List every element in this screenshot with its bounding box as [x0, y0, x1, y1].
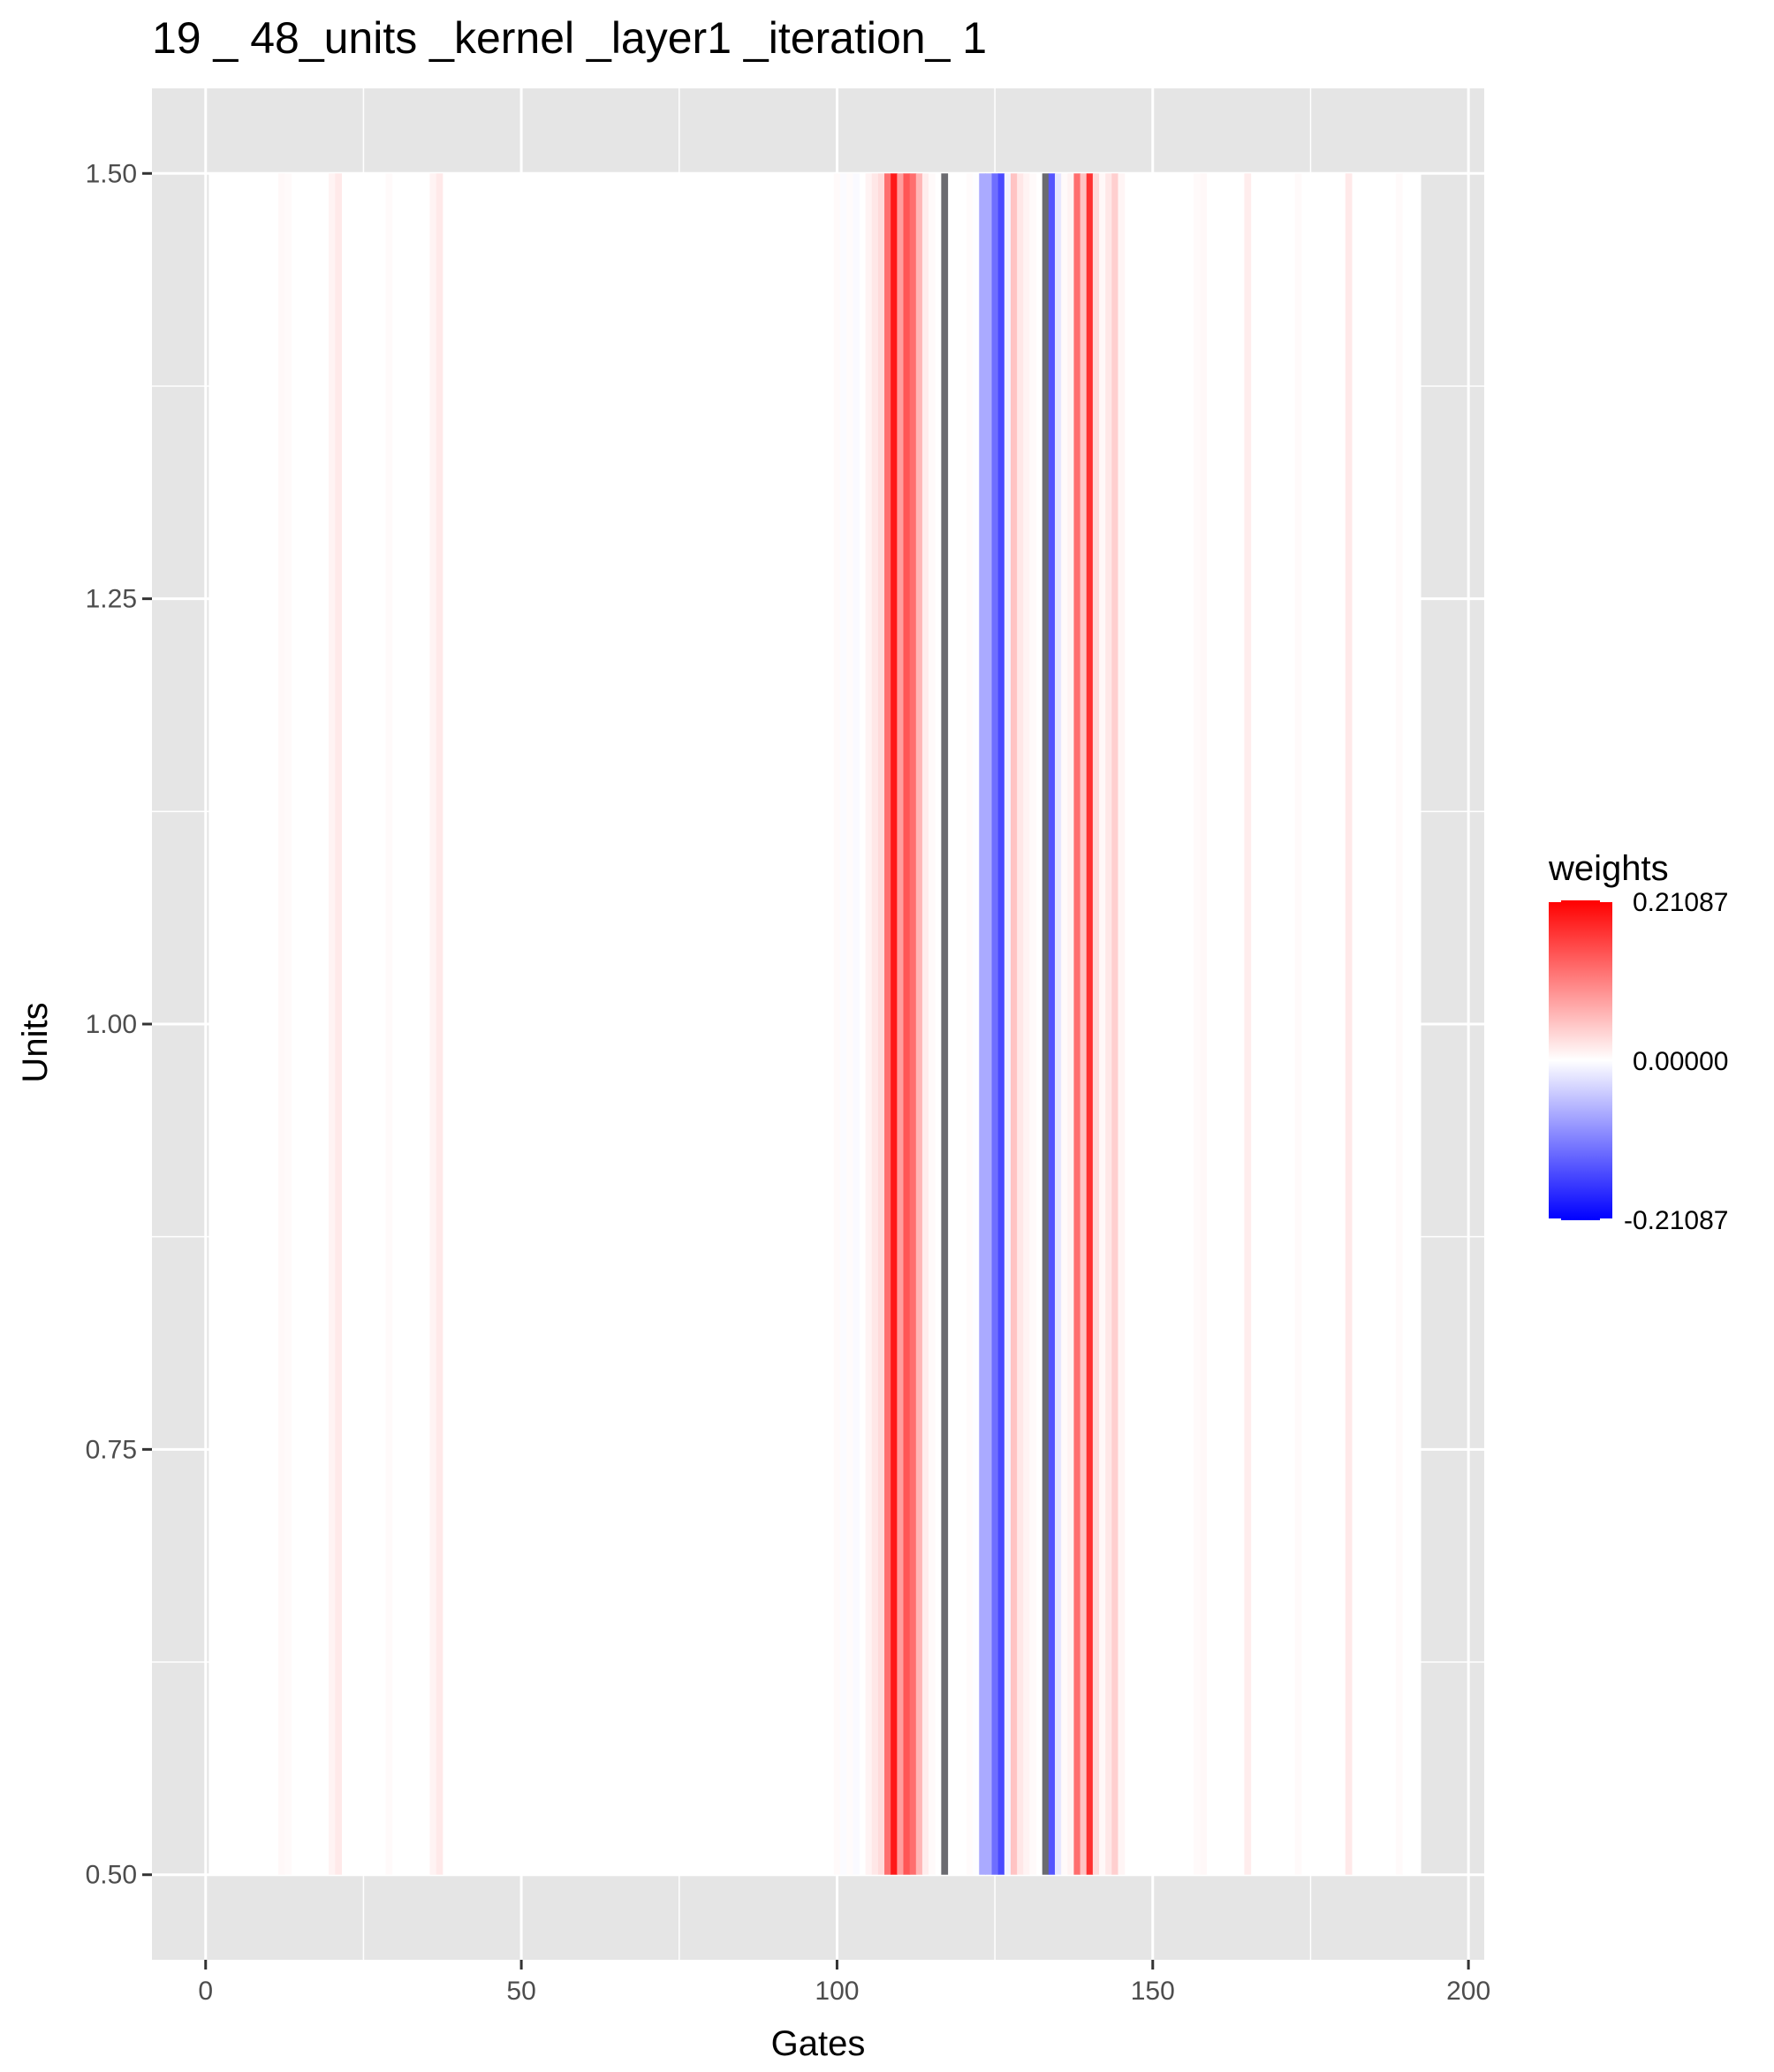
- heatmap-tile: [1042, 173, 1050, 1875]
- heatmap-tile: [1092, 173, 1100, 1875]
- heatmap-tile: [277, 173, 285, 1875]
- heatmap-tile: [1029, 173, 1037, 1875]
- y-axis-title: Units: [16, 1002, 55, 1082]
- heatmap-tile: [871, 173, 879, 1875]
- heatmap-tile: [1194, 173, 1201, 1875]
- heatmap-tile: [1395, 173, 1403, 1875]
- heatmap-tile: [1017, 173, 1024, 1875]
- heatmap-tile: [915, 173, 923, 1875]
- y-tick-label: 0.75: [86, 1435, 137, 1464]
- x-tick-label: 50: [506, 1977, 535, 2006]
- heatmap-tile: [429, 173, 437, 1875]
- heatmap-tile: [846, 173, 853, 1875]
- y-tick-label: 0.50: [86, 1861, 137, 1890]
- heatmap-tile: [897, 173, 905, 1875]
- heatmap-tile: [909, 173, 917, 1875]
- heatmap-tile: [1244, 173, 1252, 1875]
- x-tick-label: 0: [198, 1977, 213, 2006]
- x-tick-label: 150: [1131, 1977, 1175, 2006]
- heatmap-tile: [1004, 173, 1012, 1875]
- heatmap-tile: [335, 173, 343, 1875]
- heatmap-tile: [853, 173, 860, 1875]
- y-axis: 0.50 0.75 1.00 1.25 1.50: [86, 159, 152, 1890]
- heatmap-tile: [840, 173, 847, 1875]
- heatmap-tile: [1010, 173, 1018, 1875]
- heatmap-tile: [1105, 173, 1112, 1875]
- x-tick-label: 200: [1446, 1977, 1490, 2006]
- heatmap-tile: [1055, 173, 1062, 1875]
- heatmap-tile: [1099, 173, 1106, 1875]
- heatmap-tile: [1086, 173, 1094, 1875]
- heatmap-tile: [385, 173, 393, 1875]
- heatmap-tile: [877, 173, 885, 1875]
- heatmap-tiles: [208, 173, 1421, 1875]
- heatmap-tile: [991, 173, 999, 1875]
- heatmap-tile: [1067, 173, 1075, 1875]
- heatmap-tile: [1073, 173, 1081, 1875]
- y-tick-label: 1.00: [86, 1010, 137, 1039]
- y-tick-label: 1.25: [86, 585, 137, 614]
- x-tick-label: 100: [815, 1977, 859, 2006]
- heatmap-tile: [979, 173, 986, 1875]
- heatmap-tile: [941, 173, 949, 1875]
- heatmap-tile: [1345, 173, 1353, 1875]
- heatmap-tile: [1023, 173, 1031, 1875]
- heatmap-tile: [921, 173, 929, 1875]
- heatmap-tile: [284, 173, 292, 1875]
- heatmap-tile: [1294, 173, 1302, 1875]
- heatmap-tile: [929, 173, 936, 1875]
- heatmap-tile: [1080, 173, 1088, 1875]
- legend: weights 0.21087 0.00000 -0.21087: [1548, 849, 1728, 1235]
- heatmap-tile: [329, 173, 336, 1875]
- chart-title: 19 _ 48_units _kernel _layer1 _iteration…: [152, 13, 987, 63]
- heatmap-tile: [436, 173, 444, 1875]
- heatmap-tile: [1111, 173, 1119, 1875]
- x-axis-title: Gates: [771, 2024, 866, 2063]
- heatmap-tile: [903, 173, 911, 1875]
- heatmap-tile: [1048, 173, 1056, 1875]
- legend-title: weights: [1548, 849, 1669, 888]
- legend-max-label: 0.21087: [1633, 888, 1728, 917]
- y-tick-label: 1.50: [86, 159, 137, 188]
- x-axis: 0 50 100 150 200: [198, 1960, 1490, 2006]
- tile-background: [208, 173, 1421, 1875]
- heatmap-tile: [973, 173, 980, 1875]
- heatmap-tile: [865, 173, 873, 1875]
- heatmap-tile: [1061, 173, 1068, 1875]
- heatmap-tile: [985, 173, 993, 1875]
- heatmap-tile: [966, 173, 974, 1875]
- heatmap-tile: [1118, 173, 1126, 1875]
- legend-mid-label: 0.00000: [1633, 1047, 1728, 1076]
- heatmap-tile: [884, 173, 891, 1875]
- heatmap-tile: [891, 173, 898, 1875]
- heatmap-tile: [1200, 173, 1208, 1875]
- heatmap-tile: [833, 173, 841, 1875]
- heatmap-tile: [997, 173, 1005, 1875]
- legend-min-label: -0.21087: [1624, 1206, 1728, 1235]
